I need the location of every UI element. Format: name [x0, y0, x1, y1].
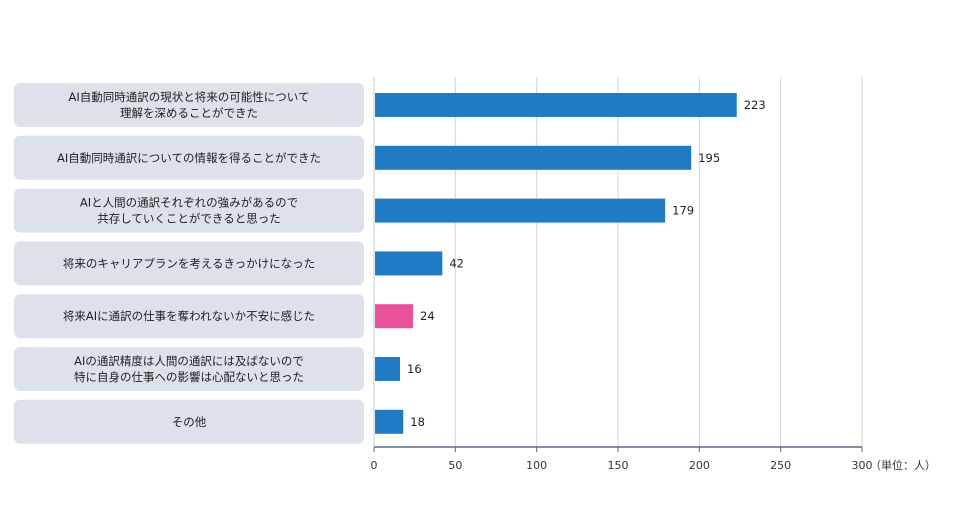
x-tick-labels: 0 50 100 150 200 250 300 — [371, 447, 873, 472]
value-label: 179 — [672, 204, 694, 218]
unit-label: （単位：人） — [870, 458, 936, 472]
category-label: その他 — [172, 415, 207, 429]
category-label: 特に自身の仕事への影響は心配ないと思った — [74, 370, 304, 384]
category-label: 理解を深めることができた — [120, 106, 258, 120]
value-label: 195 — [698, 151, 720, 165]
bar — [375, 198, 666, 223]
bar — [375, 93, 737, 117]
x-tick-label: 50 — [448, 459, 462, 472]
x-tick-label: 0 — [371, 459, 378, 472]
category-label-box — [14, 294, 364, 339]
category-label: 共存していくことができると思った — [97, 212, 280, 226]
category-label: AI自動同時通訳の現状と将来の可能性について — [69, 90, 310, 104]
x-tick-label: 150 — [608, 459, 629, 472]
x-tick-label: 200 — [689, 459, 710, 472]
x-tick-label: 250 — [770, 459, 791, 472]
category-label: 将来AIに通訳の仕事を奪われないか不安に感じた — [63, 309, 315, 323]
bar — [375, 409, 404, 434]
x-tick-label: 100 — [526, 459, 547, 472]
category-label: 将来のキャリアプランを考えるきっかけになった — [63, 256, 315, 270]
value-label: 16 — [407, 362, 422, 376]
value-label: 18 — [410, 415, 425, 429]
value-label: 42 — [449, 256, 464, 270]
category-label-box — [14, 83, 364, 127]
category-label: AI自動同時通訳についての情報を得ることができた — [57, 151, 321, 165]
category-label-box — [14, 347, 364, 391]
value-labels: 223 195 179 42 24 16 18 — [407, 98, 766, 429]
category-label-box — [14, 135, 364, 180]
bar — [375, 251, 443, 276]
grid-lines — [454, 77, 863, 447]
bar — [375, 145, 692, 170]
bar — [375, 304, 414, 329]
value-label: 223 — [744, 98, 766, 112]
category-label: AIと人間の通訳それぞれの強みがあるので — [80, 196, 298, 210]
x-tick-label: 300 — [852, 459, 873, 472]
bars — [375, 93, 737, 434]
category-label-box — [14, 399, 364, 444]
category-label-box — [14, 241, 364, 286]
bar — [375, 357, 401, 381]
value-label: 24 — [420, 309, 435, 323]
category-label-box — [14, 188, 364, 233]
category-label: AIの通訳精度は人間の通訳には及ばないので — [74, 354, 304, 368]
